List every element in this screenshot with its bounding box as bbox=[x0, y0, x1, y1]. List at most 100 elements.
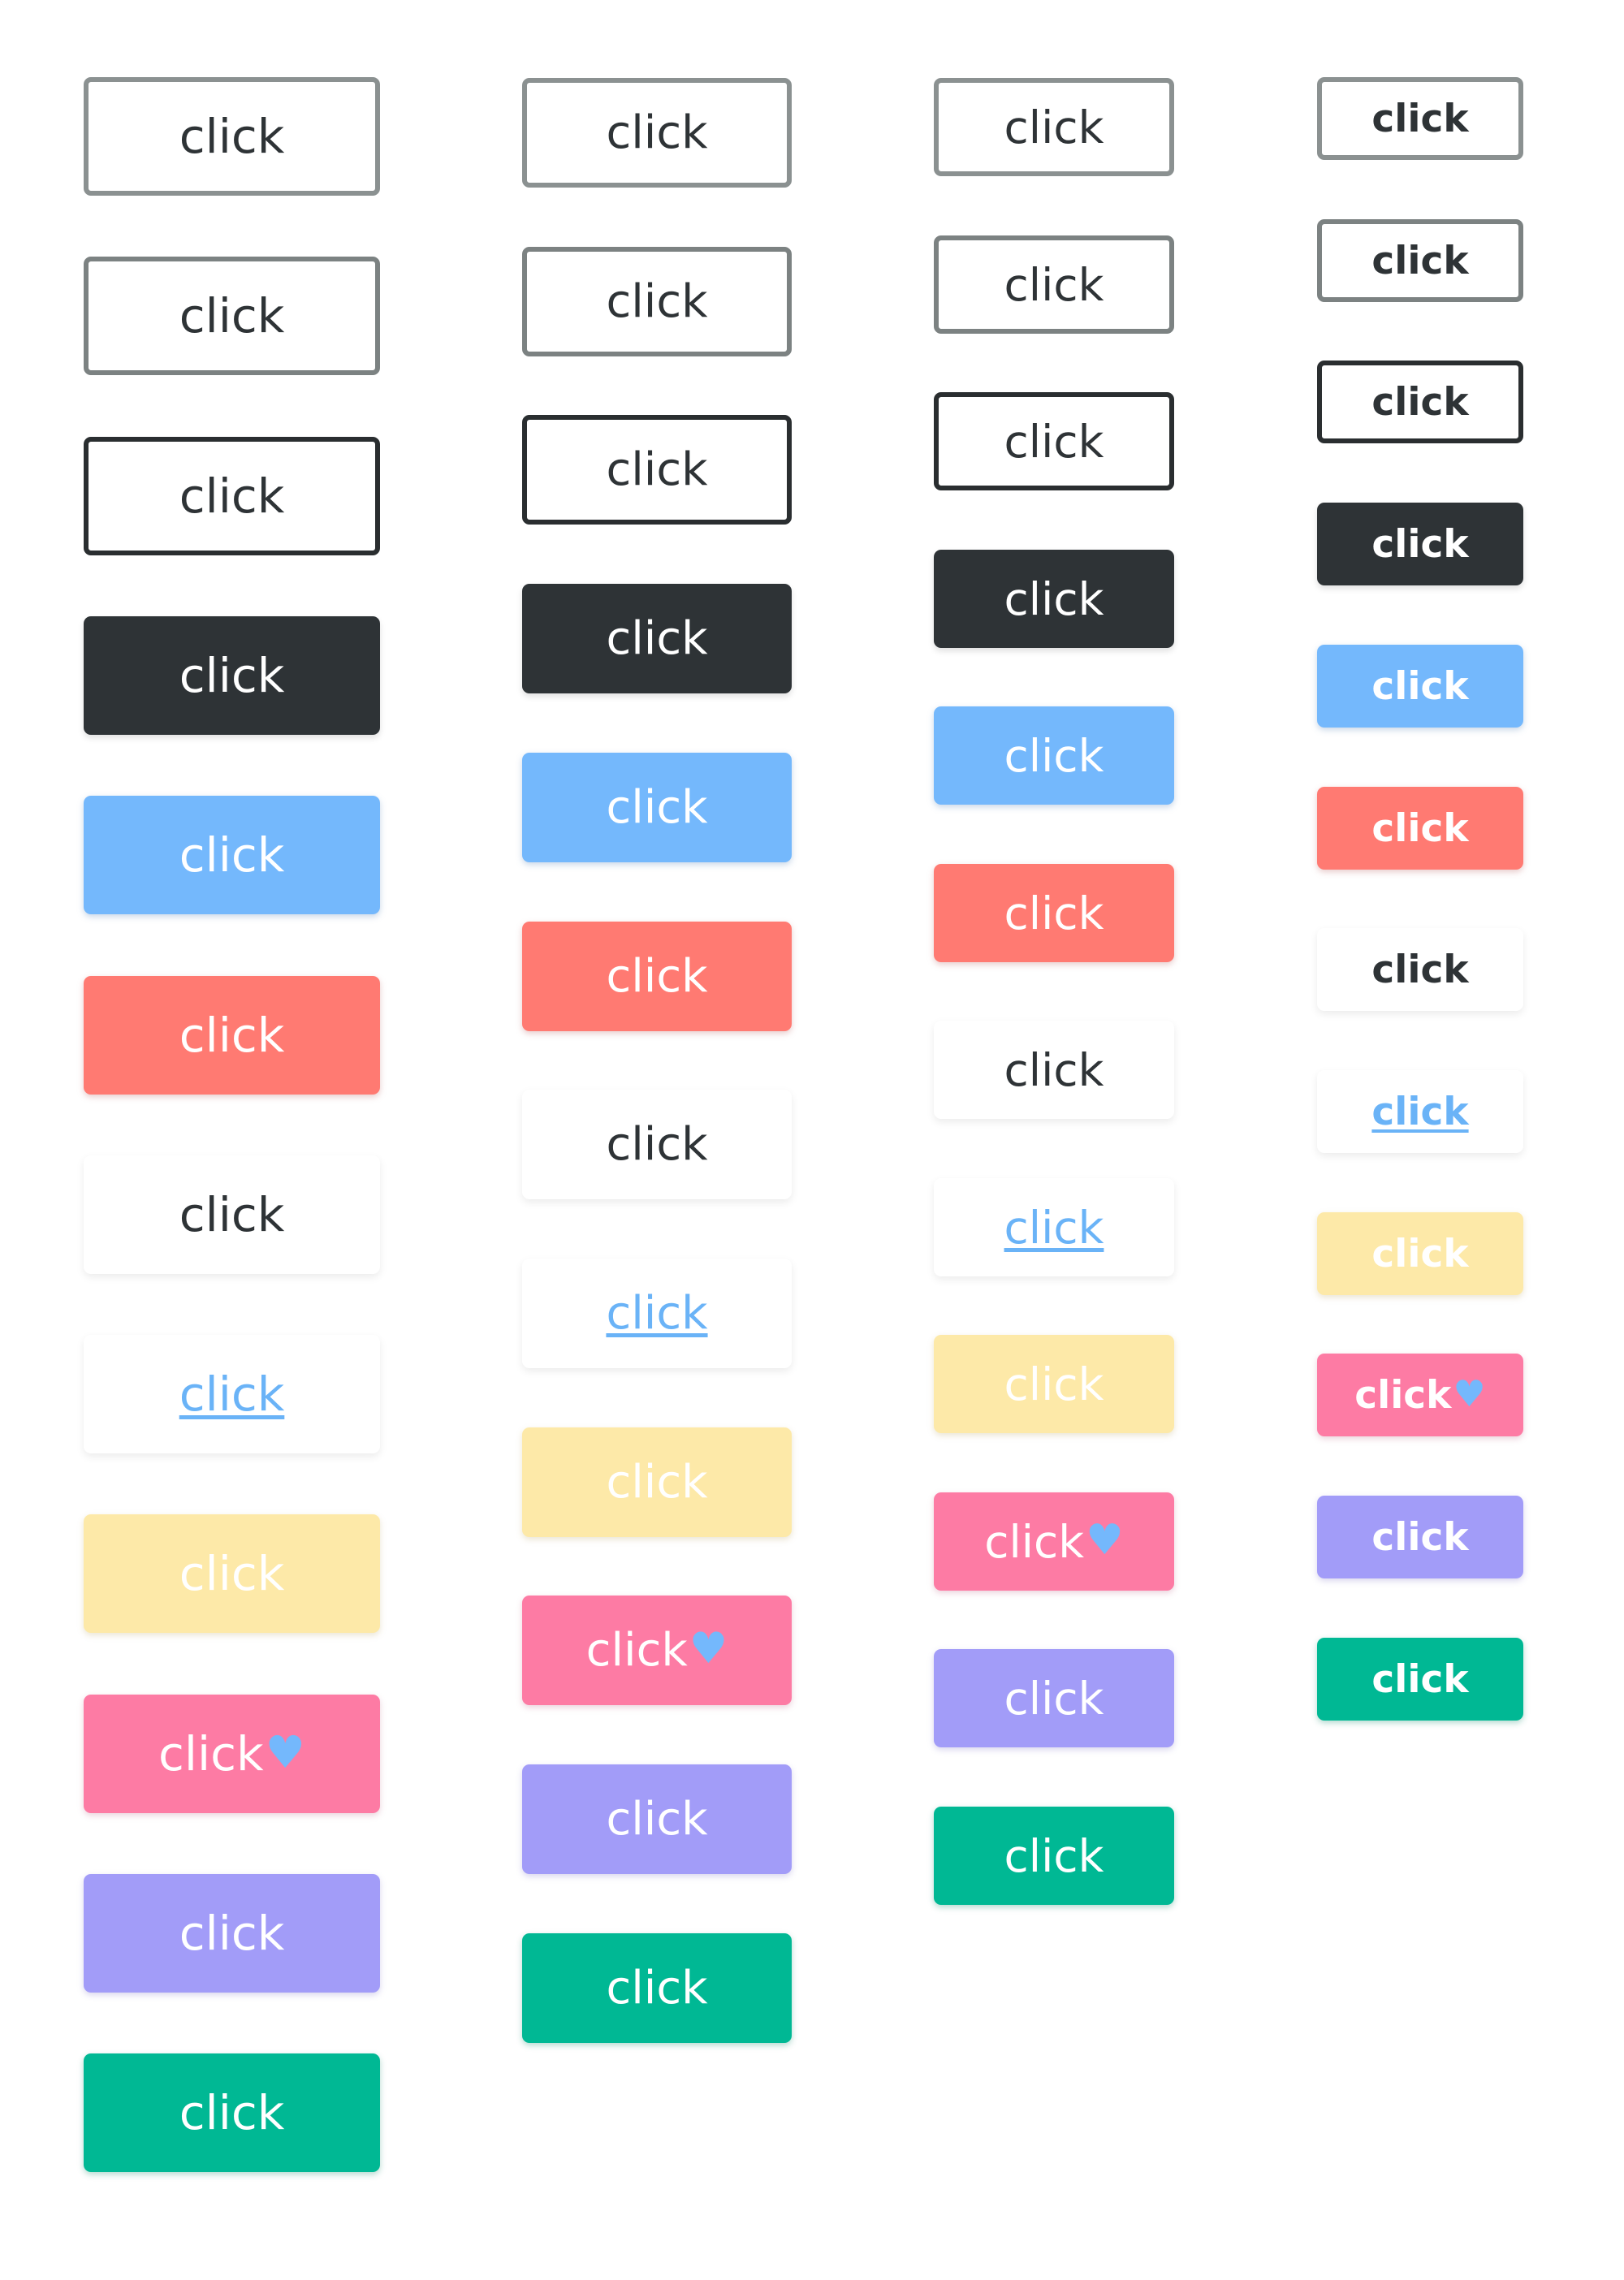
blue-button[interactable]: click bbox=[522, 753, 792, 862]
outline-light-button[interactable]: click bbox=[1317, 77, 1523, 160]
button-label: click bbox=[1004, 1358, 1104, 1410]
heart-icon: ♥ bbox=[1086, 1515, 1124, 1565]
button-label: click bbox=[179, 1008, 285, 1063]
button-label: click bbox=[1371, 96, 1469, 141]
red-button[interactable]: click bbox=[522, 922, 792, 1031]
button-label: click bbox=[179, 648, 285, 703]
button-label: click bbox=[179, 109, 285, 164]
white-button[interactable]: click bbox=[522, 1090, 792, 1199]
outline-mid-button[interactable]: click bbox=[1317, 219, 1523, 302]
red-button[interactable]: click bbox=[934, 864, 1174, 962]
button-label: click bbox=[1371, 1514, 1469, 1560]
button-label: click bbox=[1004, 101, 1104, 153]
pink-button[interactable]: click ♥ bbox=[522, 1596, 792, 1705]
button-label: click bbox=[606, 1793, 708, 1846]
button-label: click bbox=[1371, 379, 1469, 425]
button-label: click bbox=[1004, 572, 1104, 625]
link-button[interactable]: click bbox=[84, 1335, 380, 1453]
link-button[interactable]: click bbox=[1317, 1070, 1523, 1153]
dark-button[interactable]: click bbox=[934, 550, 1174, 648]
yellow-button[interactable]: click bbox=[934, 1335, 1174, 1433]
button-label: click bbox=[606, 1456, 708, 1509]
heart-icon: ♥ bbox=[265, 1725, 305, 1778]
dark-button[interactable]: click bbox=[1317, 503, 1523, 585]
white-button[interactable]: click bbox=[1317, 928, 1523, 1011]
outline-mid-button[interactable]: click bbox=[84, 257, 380, 375]
button-label: click bbox=[1004, 1829, 1104, 1882]
outline-dark-button[interactable]: click bbox=[84, 437, 380, 555]
button-label: click bbox=[606, 443, 708, 496]
outline-dark-button[interactable]: click bbox=[1317, 361, 1523, 443]
button-label: click bbox=[1354, 1372, 1452, 1418]
outline-mid-button[interactable]: click bbox=[934, 235, 1174, 334]
button-label: click bbox=[606, 1118, 708, 1171]
purple-button[interactable]: click bbox=[1317, 1496, 1523, 1578]
yellow-button[interactable]: click bbox=[84, 1514, 380, 1633]
blue-button[interactable]: click bbox=[84, 796, 380, 914]
button-label: click bbox=[1371, 805, 1469, 851]
green-button[interactable]: click bbox=[934, 1807, 1174, 1905]
white-button[interactable]: click bbox=[934, 1021, 1174, 1119]
button-label: click bbox=[179, 469, 285, 524]
outline-light-button[interactable]: click bbox=[84, 77, 380, 196]
button-label: click bbox=[1004, 729, 1104, 782]
button-label: click bbox=[179, 1546, 285, 1601]
button-label: click bbox=[1371, 1231, 1469, 1276]
button-label: click bbox=[1004, 1201, 1104, 1254]
pink-button[interactable]: click ♥ bbox=[1317, 1354, 1523, 1436]
pink-button[interactable]: click ♥ bbox=[84, 1695, 380, 1813]
button-label: click bbox=[1371, 947, 1469, 992]
button-label: click bbox=[1371, 1656, 1469, 1702]
button-label: click bbox=[585, 1624, 688, 1677]
button-label: click bbox=[179, 1906, 285, 1961]
blue-button[interactable]: click bbox=[1317, 645, 1523, 728]
outline-dark-button[interactable]: click bbox=[522, 415, 792, 525]
outline-light-button[interactable]: click bbox=[522, 78, 792, 188]
purple-button[interactable]: click bbox=[934, 1649, 1174, 1747]
button-label: click bbox=[1371, 521, 1469, 567]
link-button[interactable]: click bbox=[934, 1178, 1174, 1276]
button-label: click bbox=[1371, 663, 1469, 709]
green-button[interactable]: click bbox=[1317, 1638, 1523, 1721]
heart-icon: ♥ bbox=[689, 1624, 728, 1673]
outline-mid-button[interactable]: click bbox=[522, 247, 792, 356]
button-label: click bbox=[1371, 238, 1469, 283]
button-label: click bbox=[606, 106, 708, 159]
green-button[interactable]: click bbox=[522, 1933, 792, 2043]
pink-button[interactable]: click ♥ bbox=[934, 1492, 1174, 1591]
button-label: click bbox=[179, 827, 285, 883]
button-label: click bbox=[1004, 258, 1104, 311]
dark-button[interactable]: click bbox=[84, 616, 380, 735]
button-label: click bbox=[179, 2085, 285, 2140]
button-label: click bbox=[606, 781, 708, 834]
button-label: click bbox=[1004, 887, 1104, 939]
button-label: click bbox=[606, 950, 708, 1003]
yellow-button[interactable]: click bbox=[522, 1427, 792, 1537]
green-button[interactable]: click bbox=[84, 2053, 380, 2172]
button-label: click bbox=[179, 288, 285, 343]
yellow-button[interactable]: click bbox=[1317, 1212, 1523, 1295]
blue-button[interactable]: click bbox=[934, 706, 1174, 805]
heart-icon: ♥ bbox=[1453, 1371, 1486, 1415]
button-label: click bbox=[1004, 415, 1104, 468]
dark-button[interactable]: click bbox=[522, 584, 792, 693]
outline-dark-button[interactable]: click bbox=[934, 392, 1174, 490]
button-label: click bbox=[1371, 1089, 1469, 1134]
button-label: click bbox=[179, 1367, 285, 1422]
red-button[interactable]: click bbox=[84, 976, 380, 1095]
button-label: click bbox=[179, 1187, 285, 1242]
outline-light-button[interactable]: click bbox=[934, 78, 1174, 176]
red-button[interactable]: click bbox=[1317, 787, 1523, 870]
button-label: click bbox=[1004, 1672, 1104, 1725]
white-button[interactable]: click bbox=[84, 1155, 380, 1274]
button-label: click bbox=[606, 1962, 708, 2014]
purple-button[interactable]: click bbox=[84, 1874, 380, 1993]
link-button[interactable]: click bbox=[522, 1259, 792, 1368]
button-label: click bbox=[606, 275, 708, 328]
purple-button[interactable]: click bbox=[522, 1764, 792, 1874]
button-label: click bbox=[158, 1726, 264, 1781]
button-label: click bbox=[606, 612, 708, 665]
button-label: click bbox=[606, 1287, 708, 1340]
button-label: click bbox=[1004, 1043, 1104, 1096]
